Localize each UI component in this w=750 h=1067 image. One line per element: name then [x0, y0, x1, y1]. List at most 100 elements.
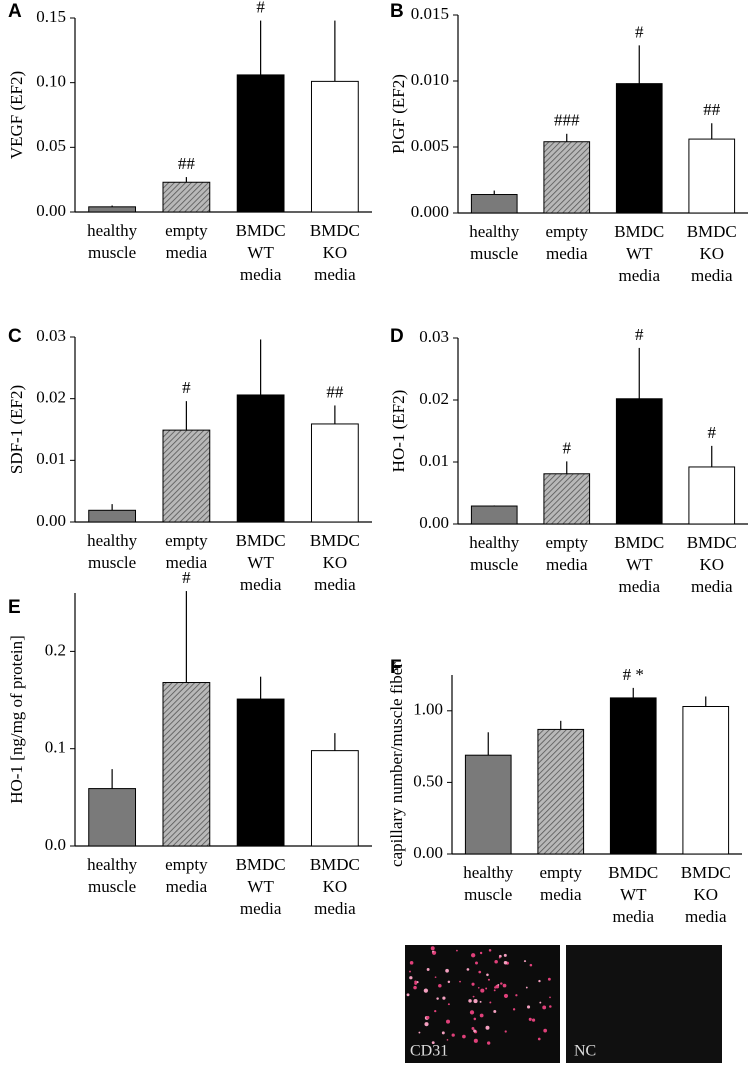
x-tick-label-line: muscle	[464, 885, 512, 904]
x-tick-label-line: WT	[247, 877, 274, 896]
stain-dot	[539, 1001, 542, 1004]
x-tick-label-line: media	[166, 877, 208, 896]
stain-dot	[423, 988, 429, 993]
stain-dot	[446, 1039, 449, 1041]
x-tick-label-line: empty	[546, 222, 589, 241]
bar	[88, 788, 137, 847]
image-label: CD31	[410, 1043, 448, 1060]
y-tick-label: 0.005	[411, 136, 449, 155]
x-tick-label-line: muscle	[470, 244, 518, 263]
x-tick-label-line: KO	[323, 243, 348, 262]
stain-dot	[468, 999, 472, 1003]
micrographs: CD31 NC	[405, 945, 722, 1063]
x-tick-label: empty media	[540, 863, 583, 904]
x-tick-label: BMDC KO media	[310, 531, 360, 594]
y-tick-label: 0.50	[413, 771, 443, 790]
significance-label: ##	[326, 382, 344, 401]
bar	[470, 505, 518, 525]
stain-dot	[456, 949, 458, 952]
x-tick-label-line: healthy	[463, 863, 514, 882]
bar	[310, 423, 359, 523]
x-tick-label-line: BMDC	[608, 863, 658, 882]
bar	[688, 466, 736, 525]
x-tick-label: BMDC KO media	[687, 222, 737, 285]
panel: B PlGF (EF2) 0.000 0.005 0.010 0.015 healthy mu…	[389, 1, 748, 285]
x-tick-label: healthy muscle	[469, 533, 520, 574]
significance-label: #	[635, 325, 644, 344]
x-tick-label: healthy muscle	[87, 221, 138, 262]
y-tick-label: 1.00	[413, 700, 443, 719]
x-tick-label: BMDC WT media	[236, 531, 286, 594]
stain-dot	[414, 980, 417, 984]
x-tick-label-line: media	[166, 243, 208, 262]
x-tick-label-line: media	[540, 885, 582, 904]
x-tick-label-line: WT	[626, 244, 653, 263]
stain-dot	[432, 950, 434, 953]
stain-dot	[502, 983, 507, 988]
stain-dot	[485, 1025, 490, 1030]
stain-dot	[447, 1003, 450, 1006]
bar	[543, 473, 591, 525]
stain-dot	[473, 999, 478, 1004]
stain-dot	[489, 1001, 492, 1004]
stain-dot	[438, 984, 442, 988]
x-tick-label-line: muscle	[88, 243, 136, 262]
stain-dot	[471, 982, 475, 986]
bar	[162, 429, 211, 523]
stain-dot	[475, 961, 478, 965]
x-tick-label-line: media	[240, 265, 282, 284]
x-tick-label-line: media	[166, 553, 208, 572]
image-label: NC	[574, 1043, 596, 1060]
bar	[162, 181, 211, 213]
x-tick-label: empty media	[165, 221, 208, 262]
x-tick-label: healthy muscle	[87, 531, 138, 572]
x-tick-label-line: BMDC	[687, 222, 737, 241]
x-tick-label: BMDC WT media	[608, 863, 658, 926]
y-tick-label: 0.0	[45, 835, 66, 854]
x-tick-label-line: healthy	[87, 531, 138, 550]
stain-dot	[466, 968, 470, 971]
x-tick-label-line: BMDC	[681, 863, 731, 882]
stain-dot	[442, 996, 446, 1000]
stain-dot	[426, 1015, 430, 1020]
stain-dot	[479, 951, 483, 955]
stain-dot	[512, 1008, 516, 1011]
x-tick-label-line: media	[546, 555, 588, 574]
x-tick-label: BMDC WT media	[236, 221, 286, 284]
bar	[464, 754, 512, 855]
y-tick-label: 0.10	[36, 72, 66, 91]
x-tick-label-line: BMDC	[310, 855, 360, 874]
significance-label: #	[708, 423, 717, 442]
stain-dot	[471, 1027, 475, 1030]
stain-dot	[409, 961, 414, 965]
stain-dot	[486, 1041, 491, 1045]
x-tick-label-line: healthy	[469, 222, 520, 241]
x-tick-label-line: WT	[247, 243, 274, 262]
stain-dot	[503, 961, 508, 965]
stain-dot	[494, 960, 498, 964]
significance-label: ###	[554, 111, 580, 130]
x-tick-label-line: media	[691, 577, 733, 596]
stain-dot	[430, 946, 435, 951]
bar	[615, 83, 663, 214]
stain-dot	[418, 1031, 421, 1034]
x-tick-label-line: media	[618, 577, 660, 596]
x-tick-label: empty media	[546, 533, 589, 574]
y-tick-label: 0.02	[36, 388, 66, 407]
y-tick-label: 0.00	[413, 843, 443, 862]
stain-dot	[486, 973, 489, 977]
stain-dot	[531, 1018, 536, 1022]
nc-image	[566, 945, 722, 1063]
bar	[609, 697, 657, 855]
panel-letter: D	[390, 326, 404, 347]
x-tick-label-line: empty	[546, 533, 589, 552]
stain-dot	[431, 1041, 435, 1045]
panel: E HO-1 [ng/mg of protein] 0.0 0.1 0.2 healthy…	[7, 568, 372, 918]
x-tick-label: healthy muscle	[463, 863, 514, 904]
x-tick-label-line: media	[240, 899, 282, 918]
y-tick-label: 0.03	[419, 327, 449, 346]
x-tick-label-line: media	[685, 907, 727, 926]
stain-dot	[459, 980, 461, 983]
stain-dot	[479, 1000, 482, 1003]
